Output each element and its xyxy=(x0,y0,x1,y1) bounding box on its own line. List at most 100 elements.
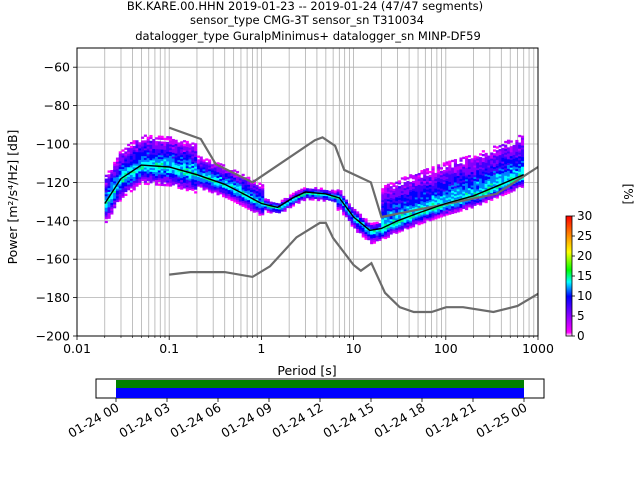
histogram-cell xyxy=(414,177,418,181)
histogram-cell xyxy=(498,160,502,163)
histogram-cell xyxy=(428,184,432,187)
histogram-cell xyxy=(501,149,505,153)
histogram-cell xyxy=(185,148,189,151)
histogram-cell xyxy=(409,176,413,179)
histogram-cell xyxy=(518,169,522,172)
histogram-cell xyxy=(495,155,499,159)
histogram-cell xyxy=(451,192,455,195)
histogram-cell xyxy=(266,199,270,202)
histogram-cell xyxy=(129,163,133,166)
histogram-cell xyxy=(222,185,226,188)
histogram-cell xyxy=(506,141,511,144)
histogram-cell xyxy=(289,205,293,209)
histogram-cell xyxy=(132,155,136,158)
histogram-cell xyxy=(155,162,159,165)
histogram-cell xyxy=(277,203,282,206)
histogram-cell xyxy=(236,180,240,183)
histogram-cell xyxy=(487,161,491,164)
histogram-cell xyxy=(224,186,228,189)
histogram-cell xyxy=(160,156,164,160)
histogram-cell xyxy=(247,190,251,193)
histogram-cell xyxy=(456,194,460,198)
histogram-cell xyxy=(439,176,444,180)
histogram-cell xyxy=(420,187,424,190)
histogram-cell xyxy=(238,201,242,204)
histogram-cell xyxy=(146,169,150,172)
histogram-cell xyxy=(451,175,455,178)
histogram-cell xyxy=(185,156,189,159)
histogram-cell xyxy=(344,201,349,204)
histogram-cell xyxy=(247,207,251,210)
histogram-cell xyxy=(157,150,161,154)
histogram-cell xyxy=(219,184,223,187)
histogram-cell xyxy=(124,170,128,173)
histogram-cell xyxy=(208,176,212,179)
histogram-cell xyxy=(350,224,354,227)
histogram-cell xyxy=(442,191,446,194)
histogram-cell xyxy=(414,214,418,217)
histogram-cell xyxy=(241,187,245,190)
histogram-cell xyxy=(266,204,270,208)
histogram-cell xyxy=(113,177,117,180)
histogram-cell xyxy=(495,165,499,168)
histogram-cell xyxy=(437,177,441,181)
histogram-cell xyxy=(384,223,388,226)
histogram-cell xyxy=(473,190,477,193)
histogram-cell xyxy=(459,188,463,191)
histogram-cell xyxy=(339,190,343,193)
histogram-cell xyxy=(118,199,122,202)
histogram-cell xyxy=(395,181,399,184)
histogram-cell xyxy=(247,199,251,203)
histogram-cell xyxy=(208,188,212,191)
histogram-cell xyxy=(297,201,301,204)
histogram-cell xyxy=(414,174,418,177)
histogram-cell xyxy=(411,201,416,205)
histogram-cell xyxy=(381,192,385,195)
histogram-cell xyxy=(185,173,189,176)
histogram-cell xyxy=(389,201,393,204)
histogram-cell xyxy=(115,159,120,162)
histogram-cell xyxy=(509,173,513,176)
histogram-cell xyxy=(191,186,195,189)
histogram-cell xyxy=(465,203,469,207)
histogram-cell xyxy=(403,189,407,193)
histogram-cell xyxy=(113,204,117,207)
histogram-cell xyxy=(127,174,131,177)
histogram-cell xyxy=(146,182,150,186)
histogram-cell xyxy=(180,166,184,169)
histogram-cell xyxy=(414,198,418,202)
histogram-cell xyxy=(439,211,444,214)
histogram-cell xyxy=(247,201,251,204)
histogram-cell xyxy=(490,165,494,169)
histogram-cell xyxy=(398,203,402,206)
histogram-cell xyxy=(177,161,181,164)
histogram-cell xyxy=(481,180,485,184)
histogram-cell xyxy=(297,195,301,198)
histogram-cell xyxy=(113,202,117,205)
histogram-cell xyxy=(467,174,471,177)
histogram-cell xyxy=(113,182,117,186)
histogram-cell xyxy=(300,194,304,197)
histogram-cell xyxy=(506,178,511,181)
histogram-cell xyxy=(459,184,463,187)
histogram-cell xyxy=(138,167,142,170)
histogram-cell xyxy=(389,226,393,229)
histogram-cell xyxy=(213,168,217,172)
histogram-cell xyxy=(213,176,217,179)
histogram-cell xyxy=(504,169,508,172)
histogram-cell xyxy=(208,167,212,170)
histogram-cell xyxy=(152,160,156,163)
histogram-cell xyxy=(138,144,142,147)
histogram-cell xyxy=(138,148,142,151)
histogram-cell xyxy=(342,211,346,214)
histogram-cell xyxy=(498,156,502,159)
histogram-cell xyxy=(177,159,181,163)
histogram-cell xyxy=(414,189,418,192)
histogram-cell xyxy=(372,233,376,237)
histogram-cell xyxy=(386,191,390,194)
histogram-cell xyxy=(118,193,122,196)
histogram-cell xyxy=(230,183,234,186)
histogram-cell xyxy=(143,176,147,180)
histogram-cell xyxy=(241,200,245,204)
histogram-cell xyxy=(400,186,404,190)
